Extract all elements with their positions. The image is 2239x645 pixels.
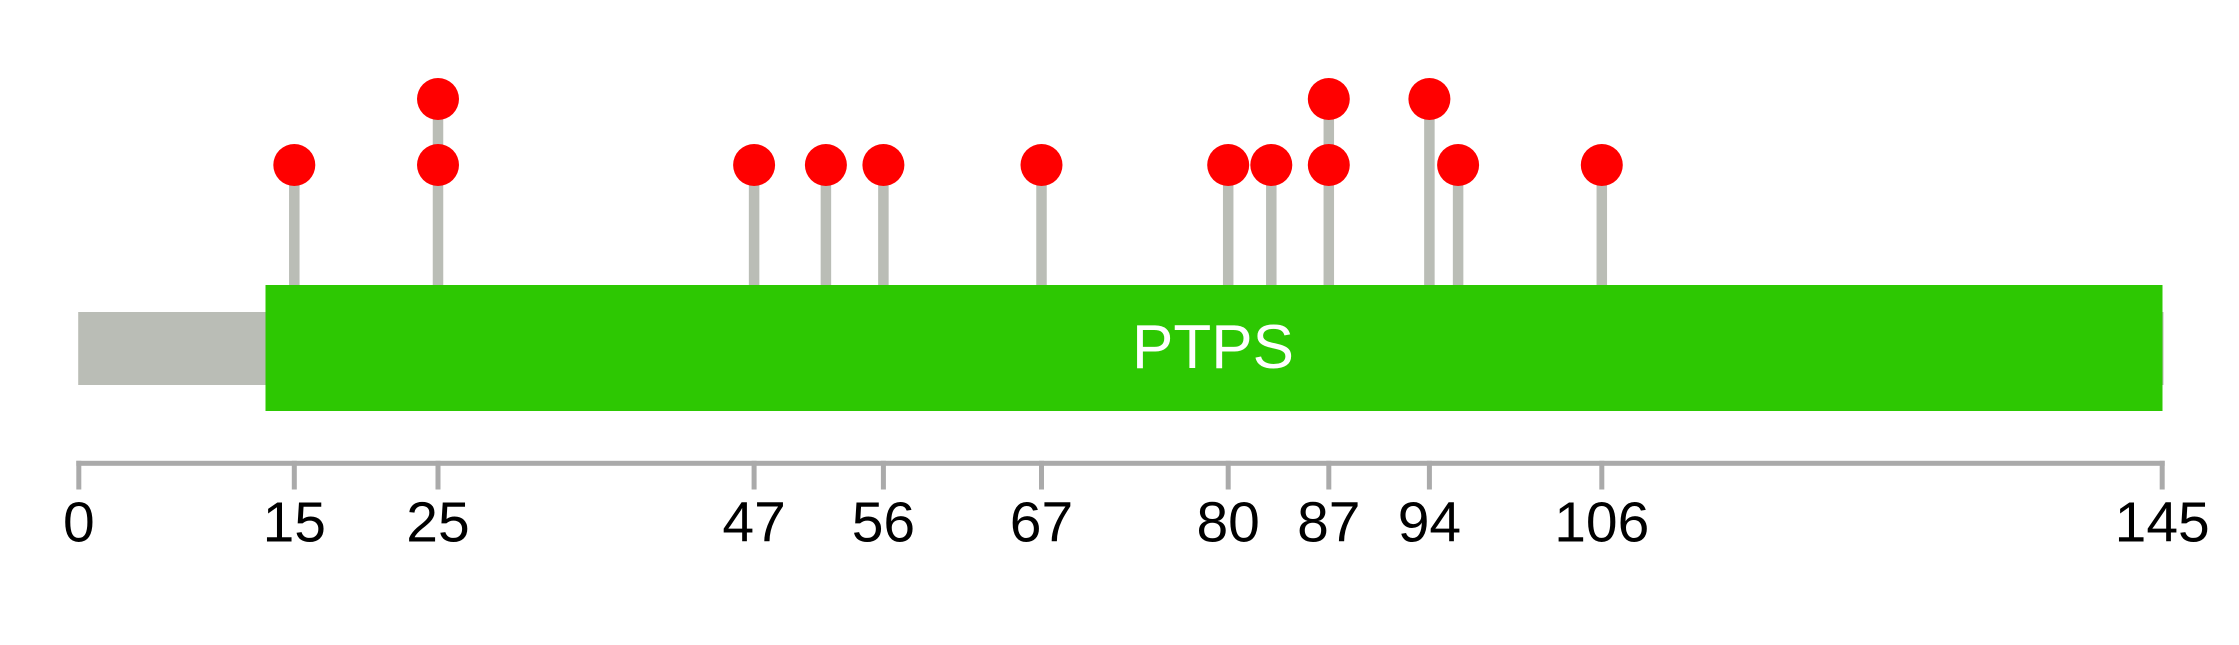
svg-text:94: 94 xyxy=(1398,491,1461,555)
svg-text:67: 67 xyxy=(1010,491,1073,555)
svg-text:145: 145 xyxy=(2115,491,2210,555)
svg-text:56: 56 xyxy=(852,491,915,555)
svg-text:25: 25 xyxy=(406,491,469,555)
svg-text:47: 47 xyxy=(722,491,785,555)
svg-text:80: 80 xyxy=(1196,491,1259,555)
svg-text:15: 15 xyxy=(263,491,326,555)
svg-text:0: 0 xyxy=(63,491,95,555)
svg-text:87: 87 xyxy=(1297,491,1360,555)
svg-text:106: 106 xyxy=(1554,491,1649,555)
svg-text:PTPS: PTPS xyxy=(1132,313,1294,382)
